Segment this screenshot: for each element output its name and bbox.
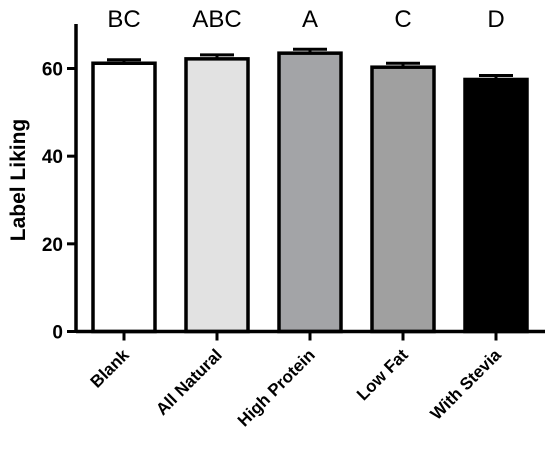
bar-blank	[91, 61, 157, 334]
significance-label-blank: BC	[107, 6, 140, 33]
chart-marks: 0 20 40 60 BC Blank ABC All Natural A High Protei…	[42, 6, 529, 430]
y-tick-label-60: 60	[42, 60, 63, 81]
bar-high-protein	[277, 51, 343, 334]
x-tick-label-high-protein: High Protein	[234, 345, 319, 430]
x-tick-label-all-natural: All Natural	[152, 345, 226, 419]
significance-label-with-stevia: D	[487, 6, 504, 33]
x-tick-label-with-stevia: With Stevia	[427, 345, 506, 424]
x-tick-label-blank: Blank	[87, 345, 134, 392]
significance-label-high-protein: A	[302, 6, 318, 33]
bar-low-fat	[370, 65, 436, 334]
bar-with-stevia	[463, 77, 529, 334]
y-tick-label-40: 40	[42, 147, 63, 168]
x-tick-label-low-fat: Low Fat	[353, 345, 412, 404]
y-tick-label-20: 20	[42, 235, 63, 256]
bar-all-natural	[184, 57, 250, 334]
y-tick-label-0: 0	[52, 323, 63, 344]
y-axis-label: Label Liking	[7, 119, 30, 242]
significance-label-low-fat: C	[394, 6, 411, 33]
significance-label-all-natural: ABC	[192, 6, 241, 33]
